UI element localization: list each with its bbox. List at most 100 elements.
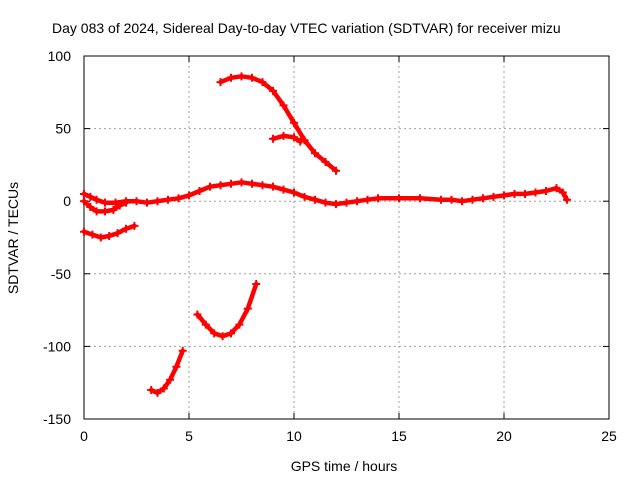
data-point: [178, 346, 187, 355]
data-point: [258, 78, 267, 87]
data-point: [248, 179, 256, 188]
data-point: [510, 189, 519, 198]
series-line: [195, 281, 259, 339]
x-tick-label: 15: [391, 428, 407, 444]
data-point: [80, 189, 88, 198]
data-point: [130, 221, 139, 230]
data-point: [416, 194, 424, 203]
data-point: [563, 195, 571, 204]
data-point: [132, 197, 141, 206]
data-point: [290, 118, 298, 127]
data-point: [353, 197, 361, 206]
data-point: [237, 72, 246, 81]
series-line: [148, 348, 185, 396]
data-point: [96, 233, 105, 242]
x-axis-label: GPS time / hours: [291, 458, 398, 474]
data-point: [195, 187, 204, 196]
data-point: [558, 188, 567, 197]
data-point: [479, 194, 487, 203]
x-tick-label: 0: [80, 428, 88, 444]
data-point: [296, 137, 305, 146]
data-point: [227, 73, 235, 82]
series-line: [270, 133, 303, 144]
data-point: [201, 320, 210, 329]
data-point: [342, 198, 351, 207]
x-tick-label: 10: [286, 428, 302, 444]
data-point: [321, 157, 330, 166]
series-arc-low-right: [193, 279, 261, 341]
data-point: [458, 197, 466, 206]
x-tick-label: 25: [601, 428, 617, 444]
data-point: [395, 194, 403, 203]
data-point: [227, 179, 235, 188]
data-point: [105, 232, 114, 241]
data-point: [147, 385, 156, 394]
data-point: [218, 332, 227, 341]
data-point: [531, 188, 540, 197]
plot-frame: [83, 55, 610, 420]
data-point: [279, 185, 288, 194]
y-tick-label: -100: [43, 338, 71, 354]
series-arc-early-low: [80, 197, 130, 216]
data-point: [216, 78, 225, 87]
series-line: [218, 74, 339, 173]
data-point: [193, 310, 202, 319]
data-point: [216, 181, 225, 190]
data-point: [86, 192, 95, 201]
data-point: [279, 101, 288, 110]
data-point: [258, 181, 267, 190]
ticks-layer: 0 5 10 15 20 25 -150 -100 -50 0 50 100: [43, 48, 617, 444]
data-point: [248, 73, 256, 82]
data-point: [172, 362, 181, 371]
data-point: [332, 200, 340, 209]
data-point: [166, 375, 175, 384]
data-point: [235, 320, 244, 329]
data-point: [321, 198, 330, 207]
data-point: [269, 86, 277, 95]
y-axis-label: SDTVAR / TECUs: [5, 182, 21, 294]
data-point: [153, 197, 162, 206]
series-layer: [80, 72, 571, 397]
data-point: [300, 192, 309, 201]
data-point: [86, 203, 95, 212]
data-point: [447, 195, 456, 204]
data-point: [164, 195, 172, 204]
data-point: [80, 227, 88, 236]
data-point: [552, 184, 561, 193]
series-arc-mid: [269, 131, 305, 146]
data-point: [153, 388, 162, 397]
data-point: [122, 198, 130, 207]
data-point: [500, 191, 508, 200]
series-arc-high: [216, 72, 340, 175]
data-point: [243, 304, 252, 313]
data-point: [468, 195, 477, 204]
data-point: [374, 194, 382, 203]
data-point: [489, 192, 498, 201]
data-point: [237, 178, 246, 187]
data-point: [113, 229, 122, 238]
y-tick-label: -50: [51, 266, 71, 282]
data-point: [115, 201, 124, 210]
chart-title: Day 083 of 2024, Sidereal Day-to-day VTE…: [52, 20, 561, 36]
data-point: [311, 195, 319, 204]
grid-layer: [84, 56, 609, 419]
data-point: [185, 191, 193, 200]
data-point: [111, 198, 120, 207]
data-point: [269, 182, 277, 191]
data-point: [80, 197, 88, 206]
y-tick-label: 50: [55, 121, 71, 137]
x-tick-label: 20: [496, 428, 512, 444]
data-point: [174, 194, 183, 203]
data-point: [290, 188, 298, 197]
data-point: [210, 329, 219, 338]
data-point: [92, 207, 101, 216]
x-tick-label: 5: [185, 428, 193, 444]
data-point: [122, 224, 130, 233]
y-tick-label: 0: [63, 193, 71, 209]
data-point: [109, 205, 118, 214]
data-point: [101, 198, 109, 207]
series-arc-low-left: [147, 346, 187, 397]
data-point: [159, 384, 168, 393]
data-point: [101, 207, 109, 216]
